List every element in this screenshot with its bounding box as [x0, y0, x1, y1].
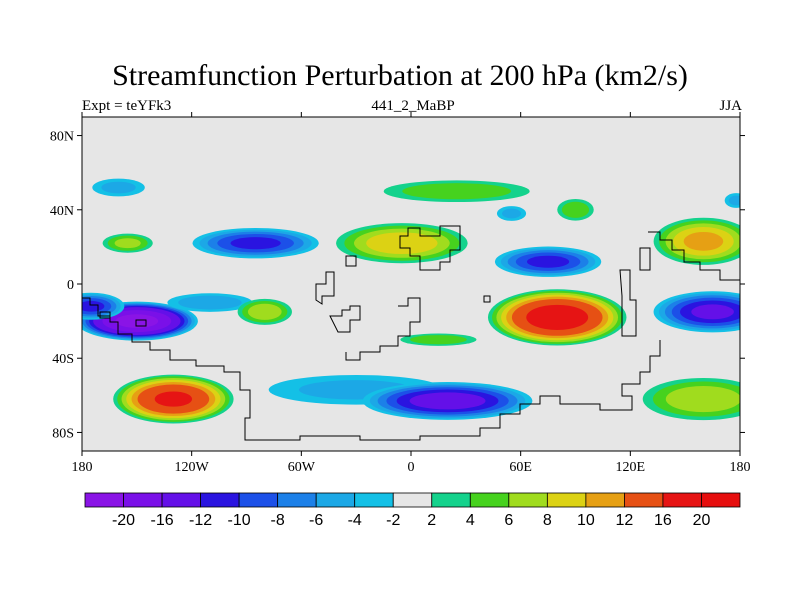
contour-band [154, 391, 193, 407]
case-label: 441_2_MaBP [371, 98, 455, 114]
axes: 180 120W 60W 0 60E 120E 180 80N 40N 0 40S 80S [50, 112, 751, 475]
contour-band [114, 238, 141, 249]
contour-feature [400, 333, 477, 346]
colorbar-label: 12 [616, 512, 634, 529]
y-tick-label: 80N [50, 130, 74, 145]
contour-band [683, 231, 724, 251]
contour-feature [237, 298, 292, 325]
contour-band [526, 304, 589, 330]
colorbar-swatch [123, 492, 163, 508]
contour-feature [167, 293, 253, 312]
colorbar-label: -20 [112, 512, 135, 529]
colorbar-swatch [546, 492, 587, 508]
colorbar-swatch [662, 492, 702, 508]
colorbar-swatch [200, 492, 240, 508]
colorbar-label: 20 [693, 512, 711, 529]
colorbar-label: 4 [466, 512, 475, 529]
contour-band [82, 300, 105, 312]
colorbar-label: -8 [271, 512, 285, 529]
colorbar-swatch [315, 492, 356, 508]
contour-field [82, 178, 740, 424]
contour-band [665, 385, 740, 413]
contour-feature [494, 246, 602, 277]
colorbar-swatch [508, 492, 548, 508]
contour-band [402, 183, 512, 200]
contour-band [526, 255, 570, 268]
coastlines [82, 225, 740, 441]
x-tick-label: 60E [509, 460, 532, 475]
contour-band [247, 303, 282, 320]
contour-feature [642, 377, 740, 421]
experiment-label: Expt = teYFk3 [82, 98, 172, 114]
colorbar: -20 -16 -12 -10 -8 -6 -4 -2 2 4 6 8 10 12 16 20 [84, 492, 741, 529]
contour-feature [557, 198, 594, 221]
contour-feature [113, 374, 234, 424]
contour-band [230, 237, 281, 250]
colorbar-label: -6 [309, 512, 323, 529]
contour-band [409, 392, 486, 410]
x-tick-label: 60W [288, 460, 316, 475]
contour-band [366, 232, 438, 255]
contour-band [561, 201, 590, 218]
colorbar-swatch [585, 492, 625, 508]
y-tick-label: 0 [67, 278, 74, 293]
y-tick-label: 40S [52, 352, 74, 367]
colorbar-label: 6 [504, 512, 513, 529]
contour-feature [653, 217, 740, 265]
contour-feature [653, 291, 740, 333]
contour-feature [82, 292, 125, 320]
colorbar-swatch [84, 492, 124, 508]
colorbar-label: -4 [348, 512, 362, 529]
colorbar-label: -16 [150, 512, 173, 529]
y-tick-label: 40N [50, 204, 74, 219]
colorbar-label: -12 [189, 512, 212, 529]
contour-feature [362, 381, 533, 420]
contour-band [501, 208, 522, 219]
x-tick-label: 180 [72, 460, 93, 475]
colorbar-swatch [624, 492, 664, 508]
contour-feature [496, 206, 527, 221]
x-tick-label: 180 [730, 460, 751, 475]
contour-feature [192, 227, 319, 259]
season-label: JJA [719, 98, 742, 114]
x-tick-label: 120W [175, 460, 210, 475]
contour-feature [102, 233, 153, 253]
colorbar-swatch [469, 492, 510, 508]
colorbar-swatch [277, 492, 317, 508]
colorbar-swatch [354, 492, 394, 508]
contour-band [728, 195, 740, 206]
colorbar-swatch [701, 492, 741, 508]
colorbar-swatch [431, 492, 471, 508]
contour-feature [487, 289, 627, 346]
colorbar-swatch [161, 492, 201, 508]
colorbar-label: 10 [577, 512, 595, 529]
x-tick-label: 120E [616, 460, 646, 475]
colorbar-label: -2 [386, 512, 400, 529]
contour-feature [92, 178, 145, 197]
x-tick-label: 0 [408, 460, 415, 475]
colorbar-label: 2 [427, 512, 436, 529]
contour-band [115, 314, 159, 328]
contour-feature [383, 180, 530, 203]
colorbar-label: 8 [543, 512, 552, 529]
contour-band [410, 335, 467, 345]
chart-title: Streamfunction Perturbation at 200 hPa (… [112, 59, 688, 92]
contour-feature [724, 193, 740, 208]
y-tick-label: 80S [52, 426, 74, 441]
contour-band [101, 181, 136, 194]
contour-band [691, 304, 734, 320]
colorbar-swatch [238, 492, 279, 508]
colorbar-swatch [392, 492, 433, 508]
contour-band [178, 295, 242, 310]
colorbar-label: -10 [228, 512, 251, 529]
colorbar-label: 16 [654, 512, 672, 529]
